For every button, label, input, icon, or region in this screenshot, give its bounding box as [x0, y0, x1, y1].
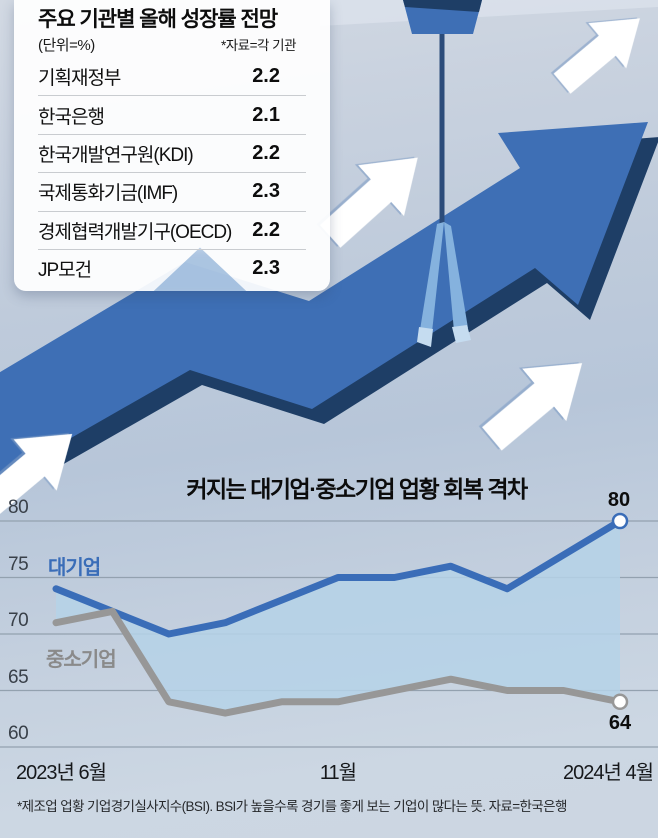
org-name: 기획재정부: [38, 68, 121, 90]
series-label-large-companies: 대기업: [48, 557, 101, 579]
end-value-label-sme: 64: [608, 712, 632, 734]
crane-pulley-icon: [403, 0, 482, 34]
forecast-value: 2.2: [252, 65, 280, 88]
table-row: 한국개발연구원(KDI) 2.2: [38, 135, 306, 174]
chart-title: 커지는 대기업·중소기업 업황 회복 격차: [186, 476, 528, 502]
table-row: 경제협력개발기구(OECD) 2.2: [38, 212, 306, 250]
org-name: JP모건: [38, 260, 92, 282]
table-row: 한국은행 2.1: [38, 96, 306, 135]
y-axis-label: 70: [8, 610, 29, 631]
sling-left-tip: [417, 327, 433, 347]
forecast-value: 2.1: [252, 103, 280, 126]
org-name: 한국은행: [38, 106, 105, 128]
table-row: JP모건 2.3: [38, 250, 306, 287]
x-axis-label-start: 2023년 6월: [16, 762, 107, 784]
table-row: 기획재정부 2.2: [38, 58, 306, 97]
sling-right-tip: [452, 325, 471, 343]
forecast-value: 2.2: [252, 141, 280, 164]
chart-footnote: *제조업 업황 기업경기실사지수(BSI). BSI가 높을수록 경기를 좋게 …: [17, 799, 567, 814]
y-axis-label: 80: [8, 497, 29, 518]
forecast-value: 2.2: [252, 218, 280, 241]
forecast-table-rows: 기획재정부 2.2 한국은행 2.1 한국개발연구원(KDI) 2.2 국제통화기금(IMF…: [38, 58, 306, 287]
table-title: 주요 기관별 올해 성장률 전망: [38, 8, 278, 31]
source-label: *자료=각 기관: [221, 38, 297, 53]
white-up-arrow-icon: [469, 336, 605, 466]
sling-left-strap: [420, 222, 444, 332]
forecast-value: 2.3: [252, 180, 280, 203]
y-axis-label: 60: [8, 723, 29, 744]
forecast-value: 2.3: [252, 257, 280, 280]
end-value-label-large: 80: [607, 489, 631, 511]
unit-label: (단위=%): [38, 37, 95, 54]
white-up-arrow-icon: [543, 0, 658, 107]
cable-line: [439, 32, 445, 224]
table-subheader: (단위=%) *자료=각 기관: [38, 34, 306, 55]
org-name: 경제협력개발기구(OECD): [38, 221, 232, 243]
x-axis-label-mid: 11월: [319, 762, 357, 784]
growth-forecast-table-panel: 주요 기관별 올해 성장률 전망 (단위=%) *자료=각 기관 기획재정부 2.…: [14, 0, 330, 291]
pulley-top-edge: [403, 0, 482, 12]
pulley-body: [403, 0, 482, 34]
org-name: 한국개발연구원(KDI): [38, 144, 194, 166]
org-name: 국제통화기금(IMF): [38, 183, 178, 205]
series-label-smes: 중소기업: [46, 649, 117, 671]
crane-cable-icon: [417, 32, 471, 347]
y-axis-label: 75: [8, 553, 29, 575]
top-light-band: [320, 0, 658, 26]
sling-right-strap: [444, 222, 468, 331]
y-axis-label: 65: [8, 666, 29, 688]
x-axis-label-end: 2024년 4월: [563, 762, 654, 784]
table-row: 국제통화기금(IMF) 2.3: [38, 173, 306, 212]
